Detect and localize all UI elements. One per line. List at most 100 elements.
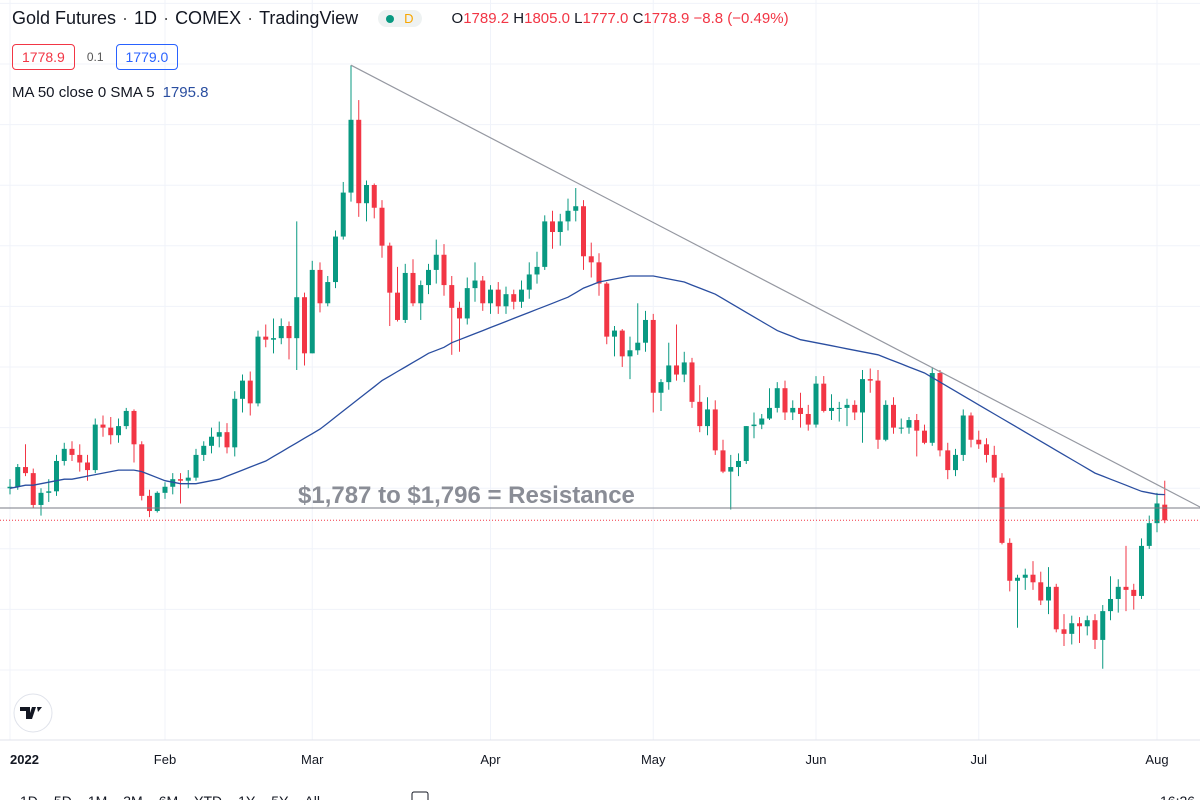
candle-body [821,383,827,411]
candle-body [805,413,811,425]
candle-body [193,454,199,478]
candle-body [1007,542,1013,581]
candle-body [302,297,307,354]
change: −8.8 [693,10,724,27]
candle-body [178,479,183,481]
range-button[interactable]: 1M [88,793,107,800]
candle-body [1022,574,1028,578]
candle-body [999,477,1005,543]
candle-body [813,383,819,425]
candle-body [674,365,679,375]
candle-body [1077,623,1082,627]
candle-body [46,491,52,493]
candle-body [54,460,59,492]
candle-body [922,430,927,443]
candle-body [852,404,858,413]
candle-body [898,427,904,429]
candle-body [162,486,168,493]
candle-body [550,221,555,233]
candle-body [333,236,338,283]
sell-button[interactable]: 1778.9 [12,44,75,70]
candle-body [705,409,710,427]
candle-body [92,424,98,471]
candle-body [472,280,478,289]
candle-body [782,388,788,413]
x-tick-label: 2022 [10,752,39,767]
candle-body [1146,523,1152,546]
candle-body [1069,623,1075,634]
candle-body [689,362,695,402]
trade-row: 1778.9 0.1 1779.0 [12,44,179,70]
candle-body [1131,589,1137,596]
candle-body [170,479,176,487]
h-value: 1805.0 [524,10,570,27]
candle-body [495,289,501,307]
candle-body [937,373,943,451]
symbol[interactable]: Gold Futures [12,8,117,28]
candle-body [77,454,83,463]
x-tick-label: Mar [301,752,324,767]
candle-body [643,319,648,343]
interval[interactable]: 1D [134,8,158,28]
candle-body [371,185,377,208]
moving-average [9,275,1165,496]
range-button[interactable]: 1Y [238,793,256,800]
h-label: H [513,10,525,27]
range-button[interactable]: YTD [194,793,222,800]
candle-body [1046,586,1051,601]
candle-body [712,409,718,451]
candle-body [247,380,253,404]
candle-body [139,444,145,496]
candle-body [395,292,400,320]
x-tick-label: Jul [970,752,987,767]
ohlc-legend: O1789.2 H1805.0 L1777.0 C1778.9 −8.8 (−0… [452,10,789,27]
candle-body [565,210,571,222]
candle-body [1015,577,1020,581]
range-button[interactable]: All [304,793,320,800]
candle-body [751,424,757,427]
candle-body [116,426,121,436]
candle-body [201,445,207,455]
candle-body [7,486,13,489]
candle-body [1162,504,1168,521]
candle-body [759,418,765,425]
range-button[interactable]: 6M [159,793,178,800]
candle-body [526,274,532,290]
candle-body [836,407,842,409]
candle-body [728,467,734,472]
candle-body [433,254,439,270]
candle-body [976,439,982,445]
calendar-icon[interactable] [411,791,429,800]
candle-body [991,454,997,478]
range-button[interactable]: 1D [20,793,38,800]
candle-body [294,297,300,339]
range-button[interactable]: 5D [54,793,72,800]
candle-body [278,326,284,339]
buy-button[interactable]: 1779.0 [115,44,179,70]
l-label: L [574,10,583,27]
range-button[interactable]: 3M [123,793,142,800]
candle-body [85,462,90,471]
candle-body [61,448,67,461]
range-button[interactable]: 5Y [271,793,289,800]
candle-body [154,492,160,512]
candle-body [464,288,470,319]
candle-body [573,206,579,211]
x-tick-label: Apr [480,752,501,767]
candle-body [743,426,749,461]
candle-body [480,280,486,304]
candle-body [263,336,269,340]
candle-body [588,256,594,263]
candle-body [503,294,509,307]
separator: · [163,8,170,28]
time: 16:26 [1160,793,1195,800]
status-badge[interactable]: D [378,10,422,27]
candle-body [619,330,625,357]
candle-body [767,407,772,419]
candle-body [829,407,834,411]
candle-body [209,436,214,446]
candle-body [984,444,989,455]
candle-body [883,404,889,440]
x-tick-label: Jun [806,752,827,767]
indicator-name[interactable]: MA 50 close 0 SMA 5 [12,84,155,101]
